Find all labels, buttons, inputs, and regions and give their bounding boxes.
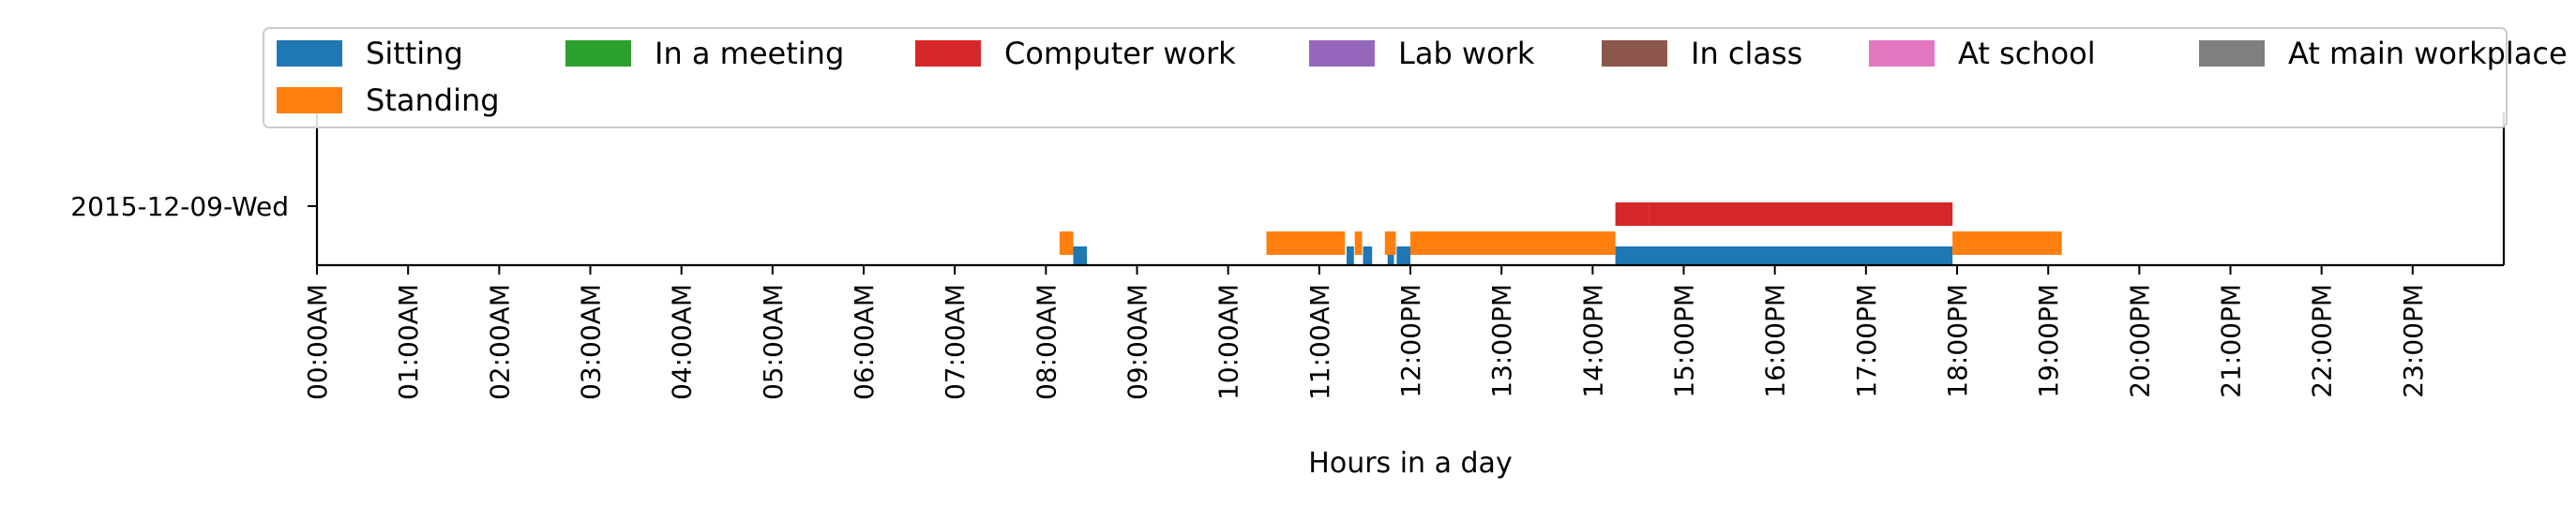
legend-label: Computer work <box>1004 36 1236 71</box>
bar-standing-3 <box>1384 231 1396 255</box>
legend-swatch <box>1309 40 1375 67</box>
x-tick-label: 14:00PM <box>1577 284 1608 398</box>
x-tick-label: 13:00PM <box>1486 284 1517 398</box>
x-tick-label: 01:00AM <box>393 284 424 400</box>
y-tick-label: 2015-12-09-Wed <box>70 191 289 222</box>
x-tick-label: 15:00PM <box>1669 284 1700 398</box>
legend-label: Standing <box>366 82 500 118</box>
x-tick-label: 04:00AM <box>667 284 698 400</box>
bar-computer-work-0 <box>1615 202 1650 226</box>
bar-sitting-0 <box>1073 246 1088 264</box>
x-tick-label: 00:00AM <box>302 284 333 400</box>
legend-label: At main workplace <box>2288 36 2568 71</box>
legend-swatch <box>565 40 631 67</box>
legend-swatch <box>915 40 981 67</box>
bar-sitting-3 <box>1387 246 1394 264</box>
legend-swatch <box>2199 40 2265 67</box>
bars-layer <box>1059 202 2062 264</box>
bar-sitting-5 <box>1615 246 1953 264</box>
x-tick-label: 05:00AM <box>758 284 789 400</box>
x-axis-title: Hours in a day <box>1308 447 1512 480</box>
x-tick-label: 21:00PM <box>2216 284 2247 398</box>
x-tick-label: 17:00PM <box>1851 284 1882 398</box>
legend-swatch <box>1602 40 1667 67</box>
x-tick-label: 18:00PM <box>1942 284 1973 398</box>
y-ticks: 2015-12-09-Wed <box>70 191 317 222</box>
x-tick-label: 09:00AM <box>1122 284 1153 400</box>
x-ticks: 00:00AM 01:00AM 02:00AM 03:00AM 04:00AM 05:00… <box>302 265 2429 400</box>
x-tick-label: 23:00PM <box>2398 284 2429 398</box>
bar-standing-1 <box>1266 231 1346 255</box>
x-tick-label: 11:00AM <box>1304 284 1335 400</box>
legend-swatch <box>277 87 342 113</box>
legend: Sitting Standing In a meeting Computer work… <box>263 27 2568 128</box>
legend-items: Sitting Standing In a meeting Computer work… <box>277 36 2568 118</box>
x-tick-label: 16:00PM <box>1760 284 1791 398</box>
legend-swatch <box>1869 40 1935 67</box>
bar-standing-0 <box>1059 231 1074 255</box>
legend-label: Lab work <box>1398 36 1535 71</box>
legend-label: Sitting <box>366 36 463 71</box>
bar-standing-5 <box>1952 231 2062 255</box>
x-tick-label: 22:00PM <box>2307 284 2338 398</box>
bar-sitting-1 <box>1347 246 1354 264</box>
x-tick-label: 20:00PM <box>2124 284 2155 398</box>
bar-sitting-2 <box>1363 246 1373 264</box>
x-tick-label: 06:00AM <box>849 284 880 400</box>
bar-computer-work-1 <box>1649 202 1953 226</box>
x-tick-label: 19:00PM <box>2033 284 2064 398</box>
x-tick-label: 08:00AM <box>1031 284 1062 400</box>
legend-swatch <box>277 40 342 67</box>
legend-frame <box>263 27 2508 128</box>
bar-sitting-4 <box>1396 246 1410 264</box>
legend-label: In class <box>1691 36 1802 71</box>
x-tick-label: 02:00AM <box>484 284 515 400</box>
x-tick-label: 10:00AM <box>1213 284 1244 400</box>
x-tick-label: 03:00AM <box>576 284 607 400</box>
x-tick-label: 07:00AM <box>940 284 971 400</box>
legend-label: At school <box>1958 36 2096 71</box>
bar-standing-2 <box>1354 231 1363 255</box>
bar-standing-4 <box>1410 231 1616 255</box>
x-tick-label: 12:00PM <box>1395 284 1426 398</box>
legend-label: In a meeting <box>655 36 844 71</box>
